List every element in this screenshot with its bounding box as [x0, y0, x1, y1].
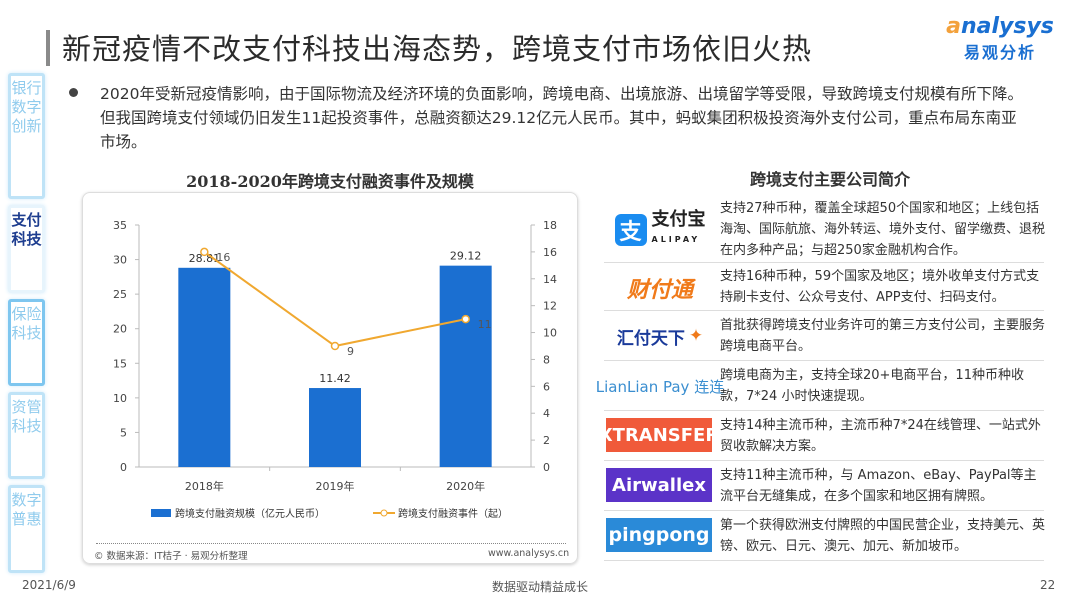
bar [309, 388, 361, 467]
divider [96, 543, 566, 544]
right-tick-label: 14 [543, 273, 557, 286]
page-title: 新冠疫情不改支付科技出海态势，跨境支付市场依旧火热 [62, 32, 813, 66]
company-desc: 跨境电商为主，支持全球20+电商平台，11种币种收款，7*24 小时快速提现。 [720, 368, 1024, 404]
x-tick-label: 2020年 [446, 479, 485, 493]
tenpay-logo: 财付通 [626, 278, 693, 303]
left-tick-label: 10 [113, 392, 127, 405]
chart-panel: 0 5 10 15 20 25 30 35 0 2 4 6 8 10 12 14 16 18 2018年 28.81 2… [82, 192, 578, 564]
company-row: pingpong 第一个获得欧洲支付牌照的中国民营企业，支持美元、英镑、欧元、日… [604, 511, 1046, 561]
sidebar-item-asset-tech[interactable]: 资管科技 [8, 392, 45, 479]
footer-tagline: 数据驱动精益成长 [491, 580, 588, 594]
line-point [461, 314, 470, 324]
title-accent-bar [46, 30, 50, 66]
company-desc: 支持16种币种，59个国家及地区；境外收单支付方式支持刷卡支付、公众号支付、AP… [720, 269, 1040, 305]
bar-value-label: 29.12 [450, 250, 482, 263]
bar-value-label: 28.81 [189, 252, 221, 265]
right-tick-label: 16 [543, 246, 557, 259]
left-tick-label: 15 [113, 357, 127, 370]
footer-date: 2021/6/9 [22, 578, 76, 592]
sidebar-item-bank-innovation[interactable]: 银行数字创新 [8, 73, 45, 199]
right-tick-label: 10 [543, 327, 557, 340]
bar-value-label: 11.42 [319, 372, 351, 385]
site-url: www.analysys.cn [488, 548, 570, 559]
legend-bar-swatch [151, 509, 171, 517]
left-tick-label: 0 [120, 461, 127, 474]
company-desc: 第一个获得欧洲支付牌照的中国民营企业，支持美元、英镑、欧元、日元、澳元、加元、新… [720, 518, 1046, 554]
sidebar-item-inclusive-finance[interactable]: 数字普惠 [8, 485, 45, 573]
company-row: XTRANSFER 支持14种主流币种，主流币种7*24在线管理、一站式外贸收款… [599, 411, 1044, 461]
left-tick-label: 20 [113, 323, 127, 336]
right-tick-label: 4 [543, 407, 550, 420]
company-desc: 支持14种主流币种，主流币种7*24在线管理、一站式外贸收款解决方案。 [720, 418, 1041, 454]
analysys-logo: analysys 易观分析 [946, 14, 1054, 62]
sidebar-item-payment-tech[interactable]: 支付科技 [8, 205, 45, 293]
company-row: Airwallex 支持11种主流币种，与 Amazon、eBay、PayPal… [604, 461, 1044, 511]
line-series [203, 251, 466, 348]
legend-bar-label: 跨境支付融资规模（亿元人民币） [175, 507, 325, 520]
left-tick-label: 25 [113, 288, 127, 301]
alipay-logo: 支 支付宝 ALIPAY [606, 206, 714, 254]
right-tick-label: 6 [543, 380, 550, 393]
right-tick-label: 12 [543, 300, 557, 313]
bullet-icon [69, 88, 78, 97]
company-desc: 支持27种币种，覆盖全球超50个国家和地区；上线包括海淘、国际航旅、海外转运、境… [720, 201, 1046, 258]
left-tick-label: 35 [113, 219, 127, 232]
line-point [200, 247, 209, 257]
line-value-label: 9 [347, 345, 354, 358]
company-row: 支 支付宝 ALIPAY 支持27种币种，覆盖全球超50个国家和地区；上线包括海淘… [604, 196, 1046, 263]
company-row: 汇付天下 ✦ 首批获得跨境支付业务许可的第三方支付公司，主要服务跨境电商平台。 [604, 311, 1046, 361]
airwallex-logo: Airwallex [606, 468, 712, 502]
company-table-title: 跨境支付主要公司简介 [749, 170, 910, 189]
xtransfer-logo: XTRANSFER [599, 418, 719, 452]
company-row: LianLian Pay 连连 跨境电商为主，支持全球20+电商平台，11种币种… [595, 361, 1044, 411]
line-value-label: 16 [216, 251, 230, 264]
summary-text: 2020年受新冠疫情影响，由于国际物流及经济环境的负面影响，跨境电商、出境旅游、… [100, 85, 1023, 151]
legend-line-marker [380, 509, 388, 517]
right-tick-label: 18 [543, 219, 557, 232]
right-tick-label: 2 [543, 434, 550, 447]
line-value-label: 11 [478, 318, 492, 331]
bar [178, 267, 231, 467]
pingpong-logo: pingpong [606, 518, 712, 552]
right-tick-label: 0 [543, 461, 550, 474]
combo-chart: 0 5 10 15 20 25 30 35 0 2 4 6 8 10 12 14 16 18 2018年 28.81 2… [113, 219, 557, 520]
chart-title: 2018-2020年跨境支付融资事件及规模 [186, 172, 474, 191]
left-tick-label: 30 [113, 254, 127, 267]
legend-line-label: 跨境支付融资事件（起） [398, 507, 508, 520]
sidebar-item-insurance-tech[interactable]: 保险科技 [8, 299, 45, 386]
page-number: 22 [1040, 578, 1056, 592]
company-row: 财付通 支持16种币种，59个国家及地区；境外收单支付方式支持刷卡支付、公众号支… [604, 263, 1044, 311]
chinapnr-logo: 汇付天下 ✦ [616, 326, 704, 349]
right-tick-label: 8 [543, 353, 550, 366]
x-tick-label: 2019年 [316, 479, 355, 493]
source-note: © 数据来源：IT桔子 · 易观分析整理 [94, 551, 248, 562]
company-desc: 支持11种主流币种，与 Amazon、eBay、PayPal等主流平台无缝集成，… [720, 468, 1037, 504]
company-desc: 首批获得跨境支付业务许可的第三方支付公司，主要服务跨境电商平台。 [720, 318, 1046, 354]
line-point [330, 341, 340, 351]
lianlian-logo: LianLian Pay 连连 [595, 377, 725, 396]
x-tick-label: 2018年 [185, 479, 224, 493]
left-tick-label: 5 [120, 426, 127, 439]
bar [439, 265, 492, 467]
